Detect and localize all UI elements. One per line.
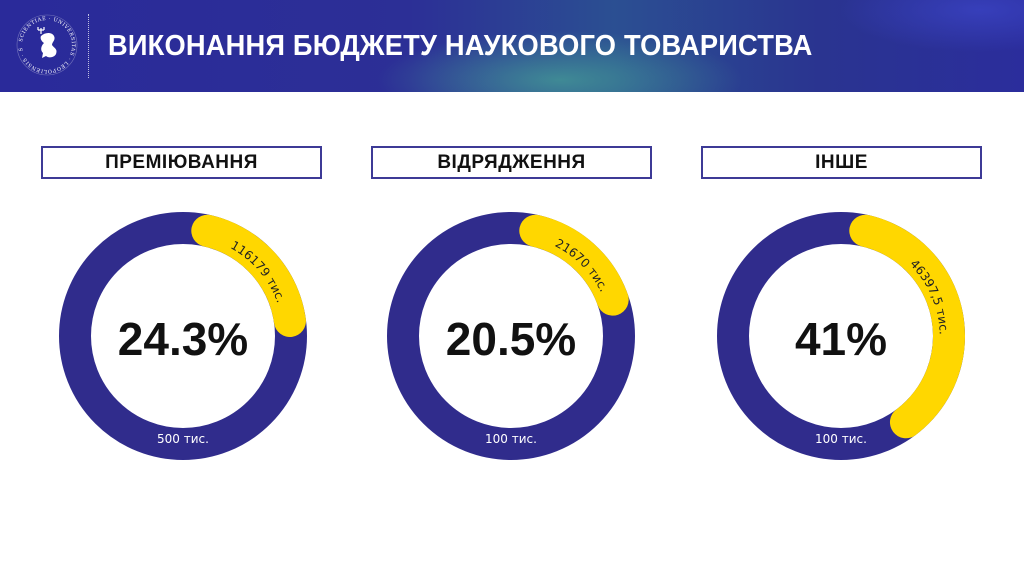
donut-track xyxy=(387,212,635,460)
percent-label: 24.3% xyxy=(117,313,249,365)
total-budget-label: 100 тис. xyxy=(485,432,537,446)
category-label-bonuses: ПРЕМІЮВАННЯ xyxy=(41,146,322,179)
percent-label: 41% xyxy=(794,313,888,365)
donut-progress-arc xyxy=(387,212,635,460)
donut-progress-arc xyxy=(58,212,307,460)
donut-progress-arc xyxy=(717,212,965,460)
header-banner: SCIENTIAE · UNIVERSITAS · LEOPOLIENSIS ·… xyxy=(0,0,1024,92)
percent-label: 20.5% xyxy=(445,313,577,365)
category-label-other: ІНШЕ xyxy=(701,146,982,179)
page-title: ВИКОНАННЯ БЮДЖЕТУ НАУКОВОГО ТОВАРИСТВА xyxy=(108,30,813,62)
university-seal-logo-icon: SCIENTIAE · UNIVERSITAS · LEOPOLIENSIS ·… xyxy=(14,12,78,76)
category-label-business-trips: ВІДРЯДЖЕННЯ xyxy=(371,146,652,179)
donut-chart-business-trips: 21670 тис. xyxy=(387,212,635,460)
total-budget-label: 500 тис. xyxy=(157,432,209,446)
donut-chart-other: 46397,5 тис. xyxy=(717,212,965,460)
donut-chart-bonuses: 116179 тис. xyxy=(58,212,307,460)
header-divider xyxy=(88,14,89,78)
total-budget-label: 100 тис. xyxy=(815,432,867,446)
